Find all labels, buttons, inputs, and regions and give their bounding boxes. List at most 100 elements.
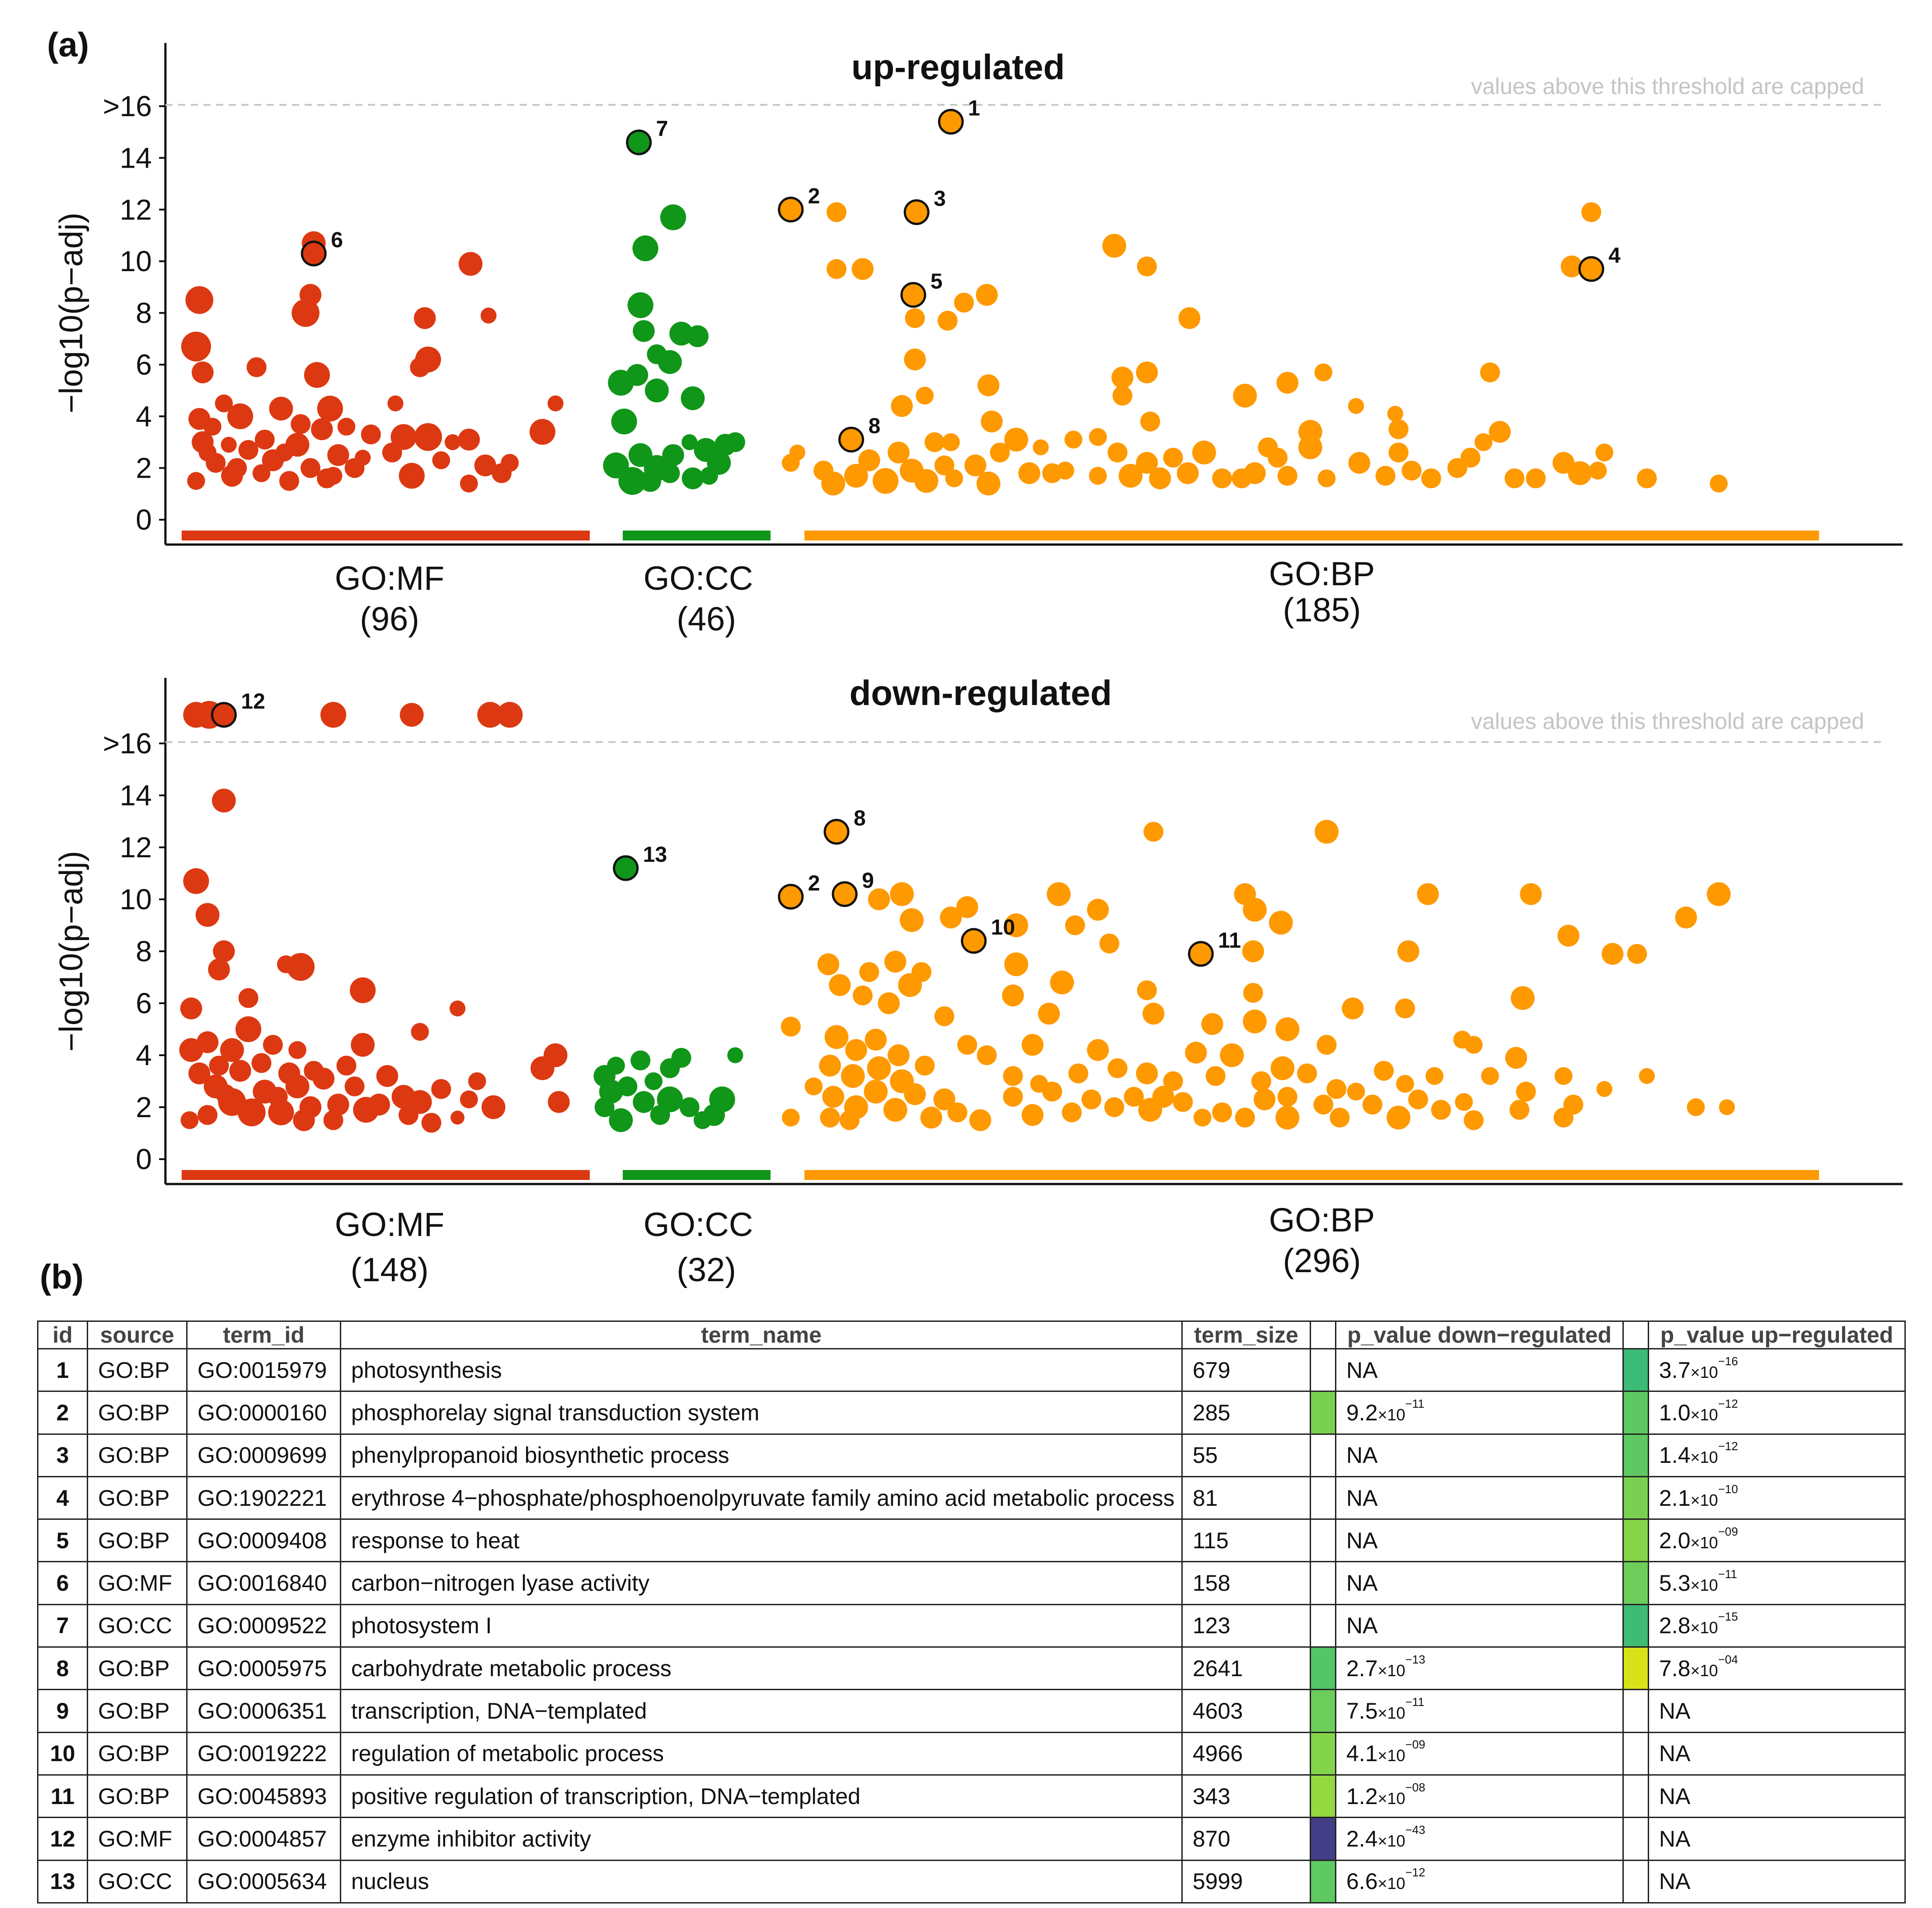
data-point	[1313, 1095, 1334, 1115]
p-down-color-swatch	[1310, 1646, 1336, 1691]
data-point	[821, 471, 846, 496]
p-exponent: −15	[1718, 1610, 1738, 1624]
row-p-down: 1.2×10−08	[1335, 1774, 1624, 1819]
data-point	[238, 988, 259, 1008]
data-point	[611, 409, 637, 435]
group-count: (148)	[351, 1251, 429, 1288]
p-times-ten: ×10	[1377, 1831, 1406, 1850]
data-point	[1177, 462, 1199, 484]
data-point	[1123, 1087, 1144, 1107]
data-point	[945, 469, 964, 488]
data-point	[278, 1062, 301, 1085]
data-point	[890, 882, 914, 906]
data-point	[1425, 1067, 1443, 1085]
data-point	[827, 202, 846, 222]
table-row: 4 GO:BP GO:1902221 erythrose 4−phosphate/ph…	[37, 1476, 1906, 1520]
data-point	[852, 985, 873, 1006]
data-point	[336, 1056, 357, 1076]
data-point	[263, 1035, 283, 1055]
data-point	[1087, 898, 1109, 921]
highlighted-point	[301, 240, 327, 267]
p-exponent: −43	[1405, 1823, 1425, 1837]
table-row: 9 GO:BP GO:0006351 transcription, DNA−templ…	[37, 1689, 1906, 1733]
data-point	[355, 450, 371, 466]
data-point	[976, 471, 1001, 496]
data-point	[1315, 820, 1339, 844]
p-times-ten: ×10	[1690, 1448, 1718, 1467]
row-term-name: erythrose 4−phosphate/phosphoenolpyruvat…	[340, 1476, 1183, 1520]
data-point	[209, 1056, 229, 1076]
data-point	[400, 703, 424, 727]
data-point	[238, 1098, 266, 1127]
row-source: GO:MF	[87, 1817, 188, 1861]
highlight-id-label: 13	[643, 843, 667, 867]
group-label: GO:CC	[644, 1206, 753, 1243]
row-term-id: GO:0009408	[186, 1518, 341, 1563]
data-point	[1397, 940, 1420, 963]
p-exponent: −12	[1718, 1439, 1738, 1453]
data-point	[956, 896, 978, 918]
p-exponent: −12	[1718, 1396, 1738, 1410]
data-point	[820, 1108, 840, 1128]
p-mantissa: 1.2	[1346, 1783, 1378, 1809]
data-point	[320, 702, 347, 728]
data-point	[1192, 440, 1216, 465]
data-point	[208, 959, 230, 981]
row-source: GO:BP	[87, 1774, 188, 1819]
data-point	[1050, 970, 1074, 995]
data-point	[608, 370, 634, 396]
row-id: 4	[37, 1476, 88, 1520]
row-id: 2	[37, 1391, 88, 1435]
data-point	[1163, 447, 1183, 468]
row-term-name: enzyme inhibitor activity	[340, 1817, 1183, 1861]
data-point	[215, 394, 233, 413]
data-point	[238, 440, 259, 460]
data-point	[1081, 1089, 1101, 1109]
p-exponent: −09	[1718, 1524, 1738, 1538]
p-mantissa: 7.8	[1659, 1655, 1691, 1681]
row-source: GO:BP	[87, 1518, 188, 1563]
data-point	[1212, 1102, 1232, 1123]
row-term-id: GO:0015979	[186, 1348, 341, 1392]
data-point	[350, 977, 376, 1003]
cap-threshold-note: values above this threshold are capped	[1471, 74, 1864, 99]
row-term-size: 285	[1181, 1391, 1311, 1435]
data-point	[1330, 1108, 1350, 1128]
data-point	[246, 357, 267, 377]
data-point	[180, 1111, 199, 1129]
table-row: 11 GO:BP GO:0045893 positive regulation of …	[37, 1774, 1906, 1819]
data-point	[477, 702, 503, 728]
p-times-ten: ×10	[1690, 1490, 1718, 1509]
data-point	[390, 424, 417, 450]
data-point	[1212, 468, 1232, 489]
highlight-id-label: 2	[808, 184, 820, 208]
data-point	[410, 357, 430, 377]
col-header-term-name: term_name	[340, 1321, 1183, 1349]
data-point	[291, 299, 320, 327]
row-term-id: GO:0045893	[186, 1774, 341, 1819]
highlighted-point	[626, 129, 652, 155]
data-point	[1465, 1036, 1483, 1054]
data-point	[323, 1110, 343, 1130]
p-down-color-swatch	[1310, 1433, 1336, 1477]
data-point	[431, 1079, 451, 1099]
data-point	[977, 374, 1000, 396]
go-term-table-container: id source term_id term_name term_size p_…	[37, 1321, 1906, 1904]
data-point	[924, 432, 945, 452]
data-point	[824, 1025, 849, 1049]
data-point	[449, 1000, 465, 1017]
data-point	[1431, 1100, 1451, 1120]
data-point	[1627, 944, 1647, 964]
data-point	[1348, 398, 1364, 414]
data-point	[617, 1076, 638, 1096]
p-down-color-swatch	[1310, 1774, 1336, 1819]
data-point	[1270, 1056, 1295, 1081]
data-point	[1480, 362, 1500, 383]
data-point	[841, 1064, 865, 1088]
data-point	[1243, 1009, 1267, 1034]
data-point	[804, 1077, 823, 1095]
data-point	[414, 423, 442, 451]
data-point	[858, 449, 880, 471]
data-point	[181, 331, 211, 362]
data-point	[376, 1065, 399, 1087]
